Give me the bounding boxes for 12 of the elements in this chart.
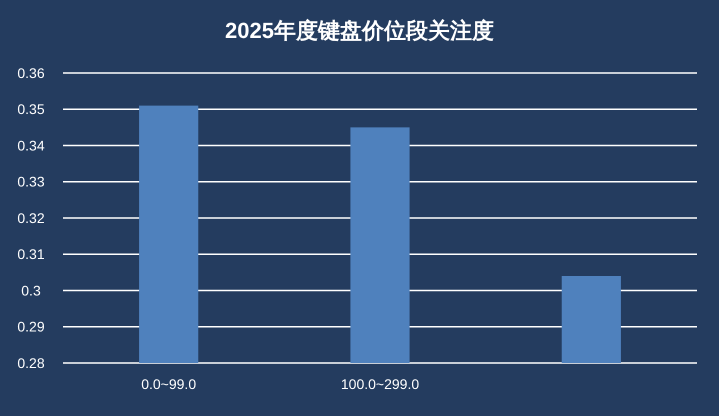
y-tick-label: 0.33 (17, 174, 45, 190)
chart-title: 2025年度键盘价位段关注度 (225, 18, 494, 43)
y-tick-label: 0.31 (17, 246, 45, 262)
y-tick-label: 0.34 (17, 137, 45, 154)
y-tick-label: 0.3 (21, 282, 41, 298)
y-tick-label: 0.28 (17, 354, 45, 371)
x-tick-label: 100.0~299.0 (340, 376, 420, 392)
y-tick-label: 0.36 (17, 64, 45, 81)
y-tick-label: 0.35 (17, 101, 45, 118)
x-tick-label: 0.0~99.0 (141, 376, 196, 392)
y-tick-label: 0.29 (17, 318, 45, 335)
y-tick-label: 0.32 (17, 210, 45, 226)
